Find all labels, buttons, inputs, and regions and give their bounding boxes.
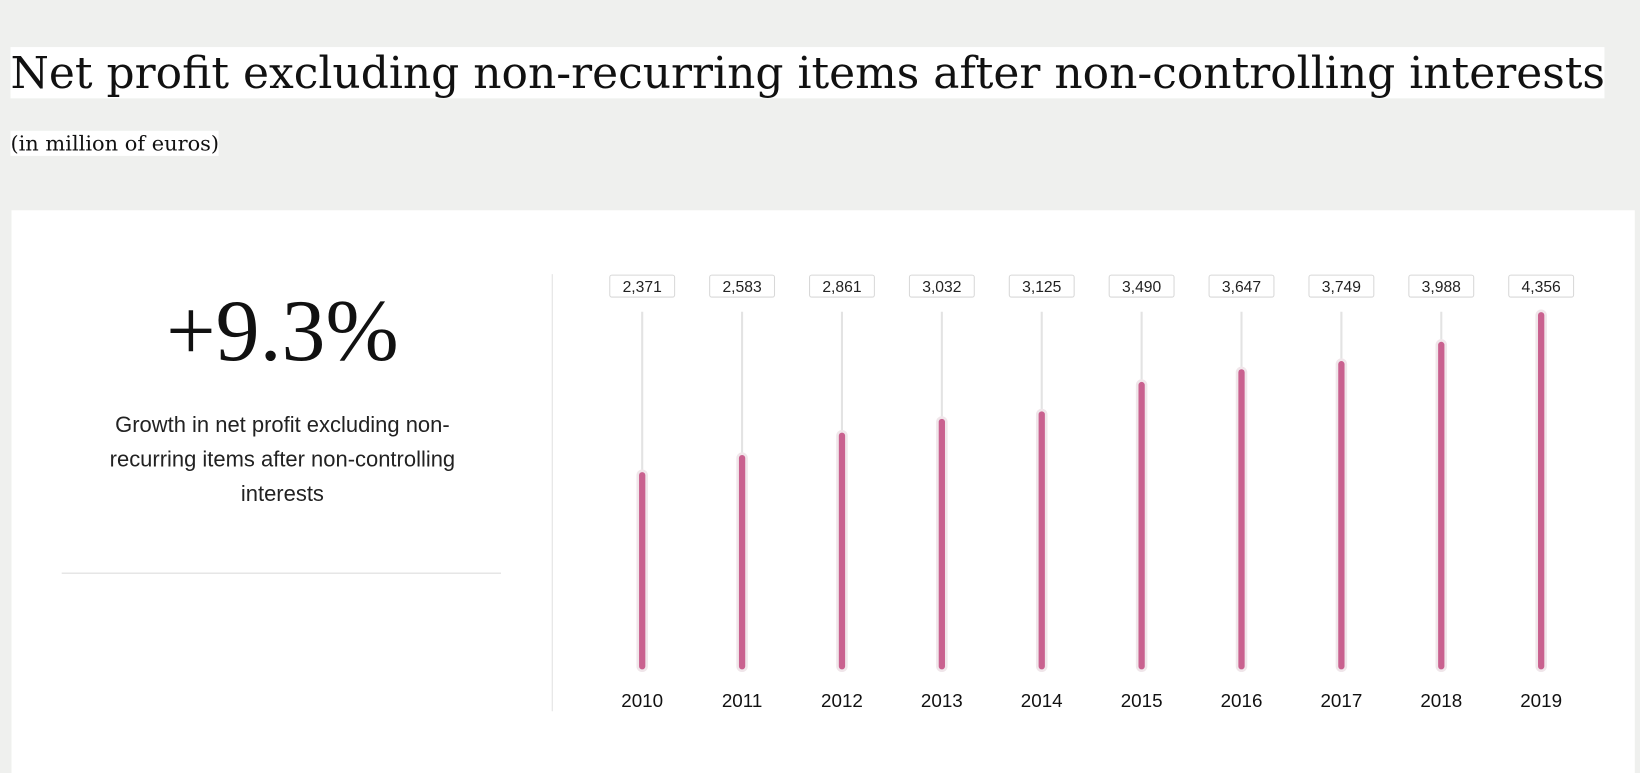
value-label: 3,032 bbox=[922, 279, 961, 296]
title-wrap: Net profit excluding non-recurring items… bbox=[10, 42, 1610, 175]
kpi-value: +9.3% bbox=[166, 283, 399, 380]
chart-title: Net profit excluding non-recurring items… bbox=[10, 47, 1605, 99]
value-label-box bbox=[1108, 274, 1175, 298]
x-tick-label: 2010 bbox=[621, 690, 663, 711]
value-label: 2,371 bbox=[623, 279, 662, 296]
x-tick-label: 2018 bbox=[1420, 690, 1462, 711]
value-label-box bbox=[1008, 274, 1075, 298]
title-block: Net profit excluding non-recurring items… bbox=[10, 42, 1610, 175]
value-label-box bbox=[1508, 274, 1575, 298]
x-tick-label: 2012 bbox=[821, 690, 863, 711]
chart-subtitle: (in million of euros) bbox=[10, 130, 220, 156]
value-label-box bbox=[709, 274, 776, 298]
value-label-box bbox=[908, 274, 975, 298]
value-label: 4,356 bbox=[1522, 279, 1562, 296]
value-label-box bbox=[1308, 274, 1375, 298]
value-label-box bbox=[1408, 274, 1475, 298]
value-label-box bbox=[609, 274, 676, 298]
x-tick-label: 2011 bbox=[722, 690, 762, 711]
value-label: 3,988 bbox=[1422, 279, 1462, 296]
value-label-box bbox=[809, 274, 875, 298]
x-tick-label: 2015 bbox=[1121, 690, 1163, 711]
x-tick-label: 2019 bbox=[1520, 690, 1562, 711]
value-label: 2,861 bbox=[822, 279, 861, 296]
x-tick-label: 2016 bbox=[1221, 690, 1263, 711]
kpi-label: Growth in net profit excluding non-recur… bbox=[109, 413, 456, 507]
value-label-box bbox=[1208, 274, 1275, 298]
x-tick-label: 2017 bbox=[1320, 690, 1362, 711]
value-label: 3,125 bbox=[1022, 279, 1062, 296]
card bbox=[11, 210, 1635, 773]
value-label: 3,490 bbox=[1122, 279, 1162, 296]
value-label: 2,583 bbox=[722, 279, 762, 296]
x-tick-label: 2014 bbox=[1021, 690, 1063, 711]
value-label: 3,749 bbox=[1322, 279, 1361, 296]
kpi-desc-block: Growth in net profit excluding non-recur… bbox=[109, 413, 456, 507]
value-label: 3,647 bbox=[1222, 279, 1261, 296]
x-tick-label: 2013 bbox=[921, 690, 963, 711]
